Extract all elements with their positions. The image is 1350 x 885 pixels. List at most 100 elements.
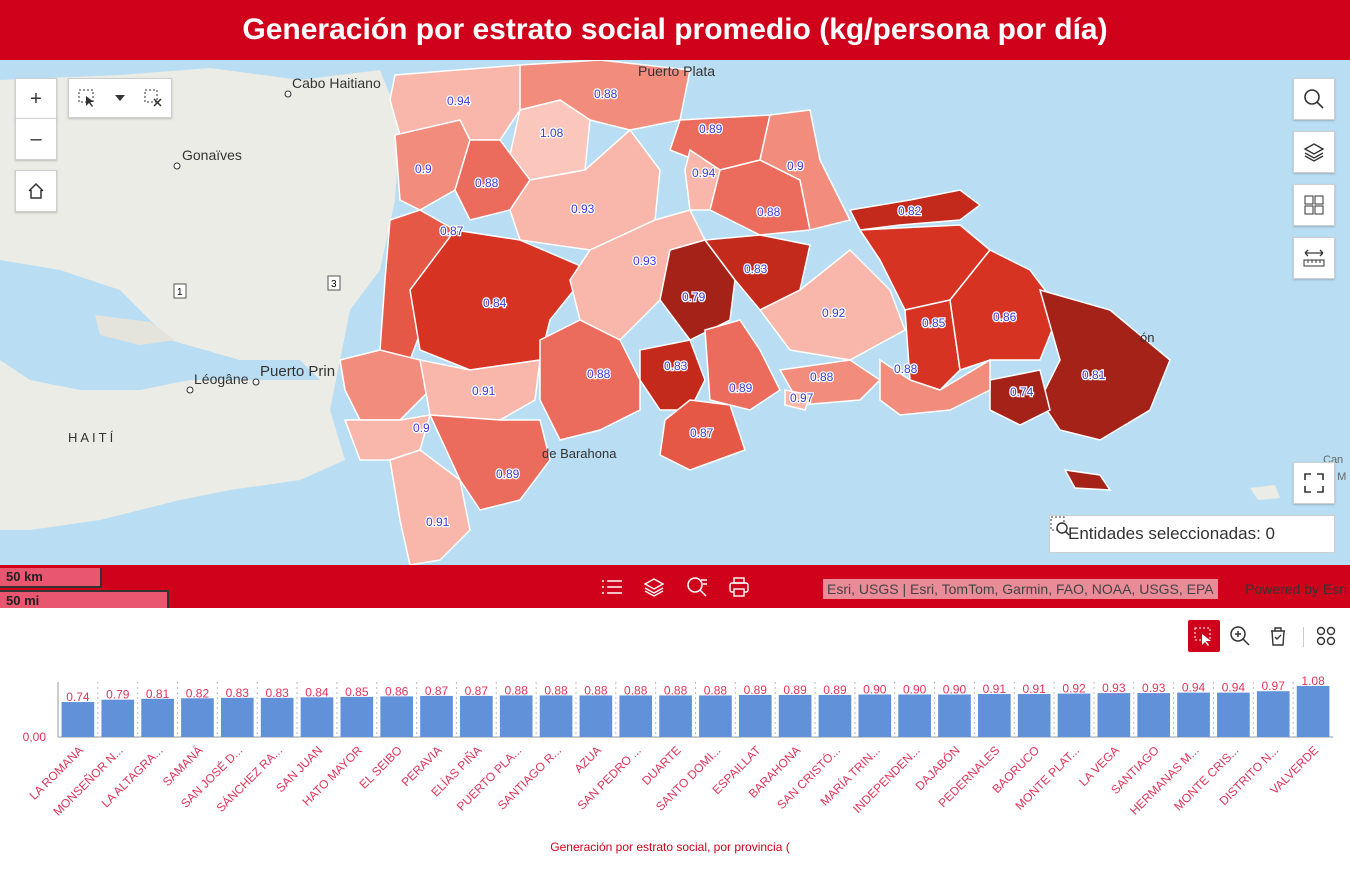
x-tick-label: EL SEIBO xyxy=(357,743,405,791)
chevron-down-icon[interactable] xyxy=(114,93,126,103)
province-la-altagracia[interactable] xyxy=(1038,288,1171,441)
chart-bar[interactable] xyxy=(858,694,892,738)
selected-entities-panel[interactable]: Entidades seleccionadas: 0 xyxy=(1049,515,1335,553)
province-el-seibo[interactable] xyxy=(949,249,1061,371)
bar-value-label: 0.81 xyxy=(146,687,170,701)
place-label: de Barahona xyxy=(542,446,617,461)
chart-bar[interactable] xyxy=(460,695,493,737)
chart-bar[interactable] xyxy=(1296,686,1330,737)
chart-bar[interactable] xyxy=(101,699,135,737)
chart-bar[interactable] xyxy=(659,695,692,737)
chart-bar[interactable] xyxy=(300,697,334,737)
chart-bar[interactable] xyxy=(220,697,254,737)
search-icon xyxy=(1304,89,1324,109)
bar-value-label: 0.88 xyxy=(704,683,728,697)
measure-button[interactable] xyxy=(1293,237,1335,279)
bar-value-label: 0.88 xyxy=(584,683,608,697)
chart-bar[interactable] xyxy=(938,694,971,738)
clear-selection-icon[interactable] xyxy=(143,88,163,108)
scale-bar-mi: 50 mi xyxy=(0,590,169,608)
zoom-in-icon xyxy=(1230,626,1250,646)
chart-bar[interactable] xyxy=(181,698,214,737)
search-button[interactable] xyxy=(1293,78,1335,120)
chart-bar[interactable] xyxy=(898,694,931,738)
province-barahona[interactable] xyxy=(428,414,551,511)
chart-bar[interactable] xyxy=(61,702,95,737)
chart-bar[interactable] xyxy=(499,695,533,737)
chart-bar[interactable] xyxy=(738,694,772,737)
chart-bar[interactable] xyxy=(340,696,374,737)
chart-select-button[interactable] xyxy=(1188,620,1220,652)
layer-list-button[interactable] xyxy=(642,576,666,598)
province-value: 0.89 xyxy=(699,122,723,136)
chart-bar[interactable] xyxy=(699,695,732,737)
province-value: 0.88 xyxy=(587,367,611,381)
basemap-gallery-button[interactable] xyxy=(1293,184,1335,226)
province-value: 0.83 xyxy=(744,262,768,276)
map-view[interactable]: Cabo Haitiano Gonaïves Puerto Plata Léog… xyxy=(0,60,1350,565)
chart-bar[interactable] xyxy=(260,697,294,737)
layers-icon xyxy=(643,578,665,597)
province-san-pedro[interactable] xyxy=(879,358,991,416)
province-hato-mayor[interactable] xyxy=(904,299,961,391)
chart-bar[interactable] xyxy=(619,695,653,737)
chart-bar[interactable] xyxy=(1017,694,1051,737)
place-label: Gonaïves xyxy=(182,147,242,163)
province-azua[interactable] xyxy=(539,319,641,441)
province-value: 0.81 xyxy=(1082,368,1106,382)
chart-bar[interactable] xyxy=(977,694,1011,737)
zoom-in-button[interactable]: + xyxy=(15,78,57,120)
bar-value-label: 0.88 xyxy=(505,683,529,697)
bar-value-label: 0.90 xyxy=(943,683,967,697)
province-hermanas[interactable] xyxy=(684,148,721,211)
chart-bar[interactable] xyxy=(579,695,613,737)
province-distrito-nacional[interactable] xyxy=(784,389,811,411)
clear-selection-icon xyxy=(1271,627,1285,646)
chart-bar[interactable] xyxy=(1256,691,1290,737)
chart-bar[interactable] xyxy=(818,694,852,737)
selection-tool-group[interactable] xyxy=(68,78,172,118)
bar-value-label: 0.83 xyxy=(265,686,289,700)
print-button[interactable] xyxy=(727,576,751,598)
select-cursor-icon[interactable] xyxy=(77,88,97,108)
fullscreen-button[interactable] xyxy=(1293,462,1335,504)
province-pedernales[interactable] xyxy=(389,449,471,565)
chart-bar[interactable] xyxy=(539,695,573,737)
bar-value-label: 0.85 xyxy=(345,685,369,699)
zoom-out-button[interactable]: – xyxy=(15,118,57,160)
chart-clear-selection-button[interactable] xyxy=(1262,620,1294,652)
dr-provinces xyxy=(339,60,1171,565)
home-button[interactable] xyxy=(15,170,57,212)
province-la-romana[interactable] xyxy=(989,369,1051,426)
province-san-cristobal[interactable] xyxy=(704,319,781,411)
chart-bar[interactable] xyxy=(1217,692,1250,737)
legend-button[interactable] xyxy=(600,576,624,598)
powered-by-esri[interactable]: Powered by Esri xyxy=(1245,581,1347,597)
chart-bar[interactable] xyxy=(1057,693,1091,737)
chart-options-button[interactable] xyxy=(1310,620,1342,652)
place-label: ón xyxy=(1140,330,1154,345)
province-maria-trinidad[interactable] xyxy=(759,109,852,231)
province-peravia[interactable] xyxy=(659,399,746,471)
chart-bar[interactable] xyxy=(380,696,414,737)
chart-bar[interactable] xyxy=(1097,693,1131,737)
chart-bar[interactable] xyxy=(778,694,812,737)
zoom-to-selection-icon xyxy=(1050,516,1070,536)
chart-bar[interactable] xyxy=(1137,693,1171,737)
province-monte-plata[interactable] xyxy=(758,248,906,361)
query-button[interactable] xyxy=(685,576,709,598)
chart-bar[interactable] xyxy=(420,695,453,737)
province-saona[interactable] xyxy=(1063,469,1112,491)
layers-button[interactable] xyxy=(1293,131,1335,173)
bar-value-label: 0.91 xyxy=(983,682,1007,696)
province-independencia[interactable] xyxy=(339,349,431,421)
chart-zoom-button[interactable] xyxy=(1224,620,1256,652)
province-valverde[interactable] xyxy=(509,99,591,181)
chart-bar[interactable] xyxy=(141,698,174,737)
province-value: 0.9 xyxy=(415,162,432,176)
map-canvas[interactable]: Cabo Haitiano Gonaïves Puerto Plata Léog… xyxy=(0,60,1350,565)
chart-bar[interactable] xyxy=(1177,692,1210,737)
place-label: Puerto Plata xyxy=(638,63,715,79)
bar-value-label: 0.74 xyxy=(66,690,90,704)
